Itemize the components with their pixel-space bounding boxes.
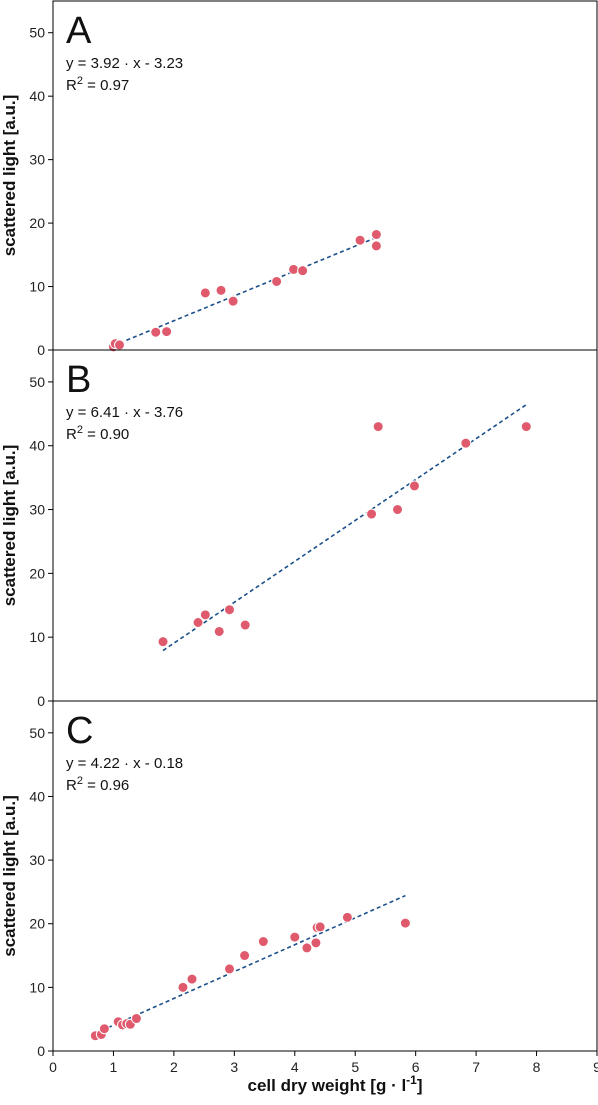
- panel-letter: C: [66, 710, 93, 752]
- data-point: [113, 339, 125, 351]
- data-point: [520, 421, 532, 433]
- fit-line: [162, 404, 527, 652]
- fit-equation: y = 4.22 · x - 0.18: [66, 755, 183, 772]
- r-squared: R2 = 0.97: [66, 75, 129, 94]
- y-tick-label: 40: [29, 438, 45, 454]
- y-axis-title: scattered light [a.u.]: [0, 445, 19, 607]
- panel-b: 0 10 20 30 40 50 scattered light [a.u.] By = 6.…: [0, 349, 598, 709]
- x-tick-label: 4: [291, 1059, 299, 1075]
- x-tick-label: 7: [472, 1059, 480, 1075]
- y-tick-label: 0: [37, 342, 45, 358]
- fit-line: [94, 894, 406, 1035]
- y-tick-label: 50: [29, 25, 45, 41]
- data-point: [366, 508, 378, 520]
- panel-letter: A: [66, 10, 92, 52]
- x-tick-label: 6: [412, 1059, 420, 1075]
- y-tick-label: 10: [29, 279, 45, 295]
- data-point: [297, 265, 309, 277]
- x-tick-label: 2: [170, 1059, 178, 1075]
- y-tick-label: 20: [29, 916, 45, 932]
- data-point: [370, 229, 382, 241]
- y-tick-label: 10: [29, 979, 45, 995]
- plot-frame: [52, 349, 598, 702]
- panel-letter: B: [66, 359, 91, 401]
- data-point: [370, 240, 382, 252]
- data-point: [199, 609, 211, 621]
- data-point: [408, 480, 420, 492]
- data-point: [372, 421, 384, 433]
- data-point: [341, 911, 353, 923]
- data-point: [192, 617, 204, 629]
- x-tick-label: 5: [351, 1059, 359, 1075]
- y-tick-label: 50: [29, 725, 45, 741]
- plot-frame: [52, 700, 598, 1052]
- data-point: [98, 1023, 110, 1035]
- data-point: [199, 287, 211, 299]
- y-tick-label: 20: [29, 565, 45, 581]
- data-point: [150, 326, 162, 338]
- data-point: [157, 636, 169, 648]
- fit-equation: y = 6.41 · x - 3.76: [66, 404, 183, 421]
- data-point: [392, 504, 404, 516]
- data-point: [301, 942, 313, 954]
- data-point: [186, 973, 198, 985]
- data-point: [215, 284, 227, 296]
- r-squared: R2 = 0.96: [66, 775, 129, 794]
- panel-c: 0 10 20 30 40 50 scattered light [a.u.] 0 1 2 3 4 5 6…: [0, 700, 598, 1095]
- data-point: [314, 921, 326, 933]
- data-point: [271, 275, 283, 287]
- data-point: [257, 936, 269, 948]
- fit-equation: y = 3.92 · x - 3.23: [66, 55, 183, 72]
- y-tick-label: 40: [29, 788, 45, 804]
- data-point: [177, 981, 189, 993]
- y-tick-label: 30: [29, 502, 45, 518]
- data-point: [227, 295, 239, 307]
- y-tick-label: 0: [37, 693, 45, 709]
- y-axis-title: scattered light [a.u.]: [0, 795, 19, 957]
- data-point: [354, 234, 366, 246]
- plot-frame: [52, 0, 598, 351]
- y-tick-label: 30: [29, 152, 45, 168]
- r-squared: R2 = 0.90: [66, 424, 129, 443]
- data-point: [239, 619, 251, 631]
- panel-a: 0 10 20 30 40 50 scattered light [a.u.] Ay = 3.…: [0, 0, 598, 358]
- data-point: [161, 326, 173, 338]
- data-point: [213, 625, 225, 637]
- data-point: [399, 917, 411, 929]
- y-tick-label: 10: [29, 629, 45, 645]
- y-axis-title: scattered light [a.u.]: [0, 95, 19, 257]
- x-tick-label: 1: [110, 1059, 118, 1075]
- y-tick-label: 30: [29, 852, 45, 868]
- x-tick-label: 0: [49, 1059, 57, 1075]
- fit-line: [113, 236, 378, 347]
- data-point: [239, 950, 251, 962]
- x-tick-label: 8: [533, 1059, 541, 1075]
- y-tick-label: 20: [29, 215, 45, 231]
- data-point: [223, 963, 235, 975]
- data-point: [288, 263, 300, 275]
- data-point: [310, 937, 322, 949]
- data-point: [289, 931, 301, 943]
- y-tick-label: 50: [29, 374, 45, 390]
- y-tick-label: 40: [29, 88, 45, 104]
- x-axis-title: cell dry weight [g · l-1]: [247, 1073, 422, 1095]
- x-tick-label: 9: [593, 1059, 598, 1075]
- y-tick-label: 0: [37, 1043, 45, 1059]
- data-point: [460, 437, 472, 449]
- data-point: [223, 604, 235, 616]
- x-tick-label: 3: [230, 1059, 238, 1075]
- data-point: [130, 1013, 142, 1025]
